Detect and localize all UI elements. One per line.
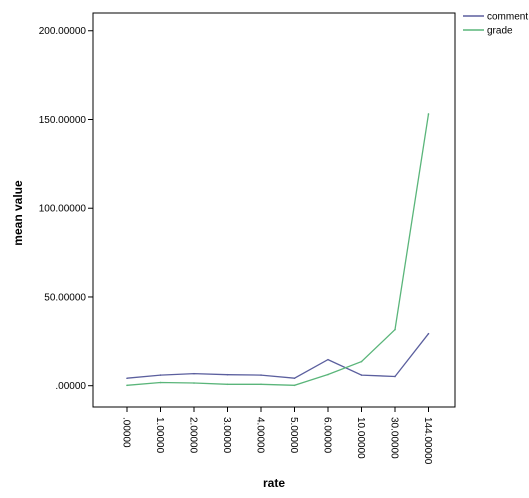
x-tick-label: 3.00000 bbox=[221, 417, 232, 454]
legend: comment grade bbox=[463, 12, 528, 37]
legend-label-comment: comment bbox=[487, 12, 528, 23]
x-tick-label: 6.00000 bbox=[322, 417, 333, 454]
data-point-grade bbox=[327, 373, 329, 376]
data-point-comment bbox=[394, 375, 396, 378]
x-tick-label: 5.00000 bbox=[288, 417, 299, 454]
x-tick-label: 144.00000 bbox=[422, 417, 433, 465]
data-point-grade bbox=[226, 383, 229, 386]
data-point-comment bbox=[360, 374, 363, 376]
plot-area bbox=[92, 12, 456, 408]
y-tick-label: .00000 bbox=[55, 381, 86, 392]
x-tick-label: 10.00000 bbox=[355, 417, 366, 459]
data-point-comment bbox=[427, 332, 430, 335]
data-point-grade bbox=[427, 113, 430, 115]
data-point-comment bbox=[193, 372, 195, 375]
x-tick-label: 30.00000 bbox=[389, 417, 400, 459]
x-axis: .00000 1.00000 2.00000 3.00000 4.00000 5.0000… bbox=[121, 407, 433, 465]
series-lines bbox=[126, 113, 430, 387]
legend-label-grade: grade bbox=[487, 26, 513, 37]
x-tick-label: 2.00000 bbox=[188, 417, 199, 454]
data-point-grade bbox=[193, 382, 195, 384]
data-point-grade bbox=[360, 360, 363, 363]
data-point-grade bbox=[394, 328, 396, 331]
data-point-comment bbox=[226, 373, 229, 376]
data-point-grade bbox=[260, 383, 262, 386]
data-point-comment bbox=[126, 377, 128, 380]
y-tick-label: 200.00000 bbox=[39, 26, 87, 37]
x-axis-title: rate bbox=[263, 476, 285, 490]
data-point-comment bbox=[293, 377, 296, 380]
data-point-comment bbox=[327, 358, 329, 361]
series-line-comment bbox=[126, 333, 430, 379]
y-tick-label: 50.00000 bbox=[44, 292, 86, 303]
y-tick-label: 100.00000 bbox=[39, 204, 87, 215]
data-point-grade bbox=[159, 381, 162, 384]
data-point-grade bbox=[126, 384, 128, 387]
x-tick-label: .00000 bbox=[121, 417, 132, 448]
series-line-grade bbox=[126, 113, 430, 386]
y-axis: .00000 50.00000 100.00000 150.00000 200.0000… bbox=[39, 26, 93, 392]
data-point-comment bbox=[260, 374, 262, 376]
x-tick-label: 1.00000 bbox=[154, 417, 165, 454]
y-tick-label: 150.00000 bbox=[39, 115, 87, 126]
x-tick-label: 4.00000 bbox=[255, 417, 266, 454]
data-point-grade bbox=[293, 384, 296, 387]
y-axis-title: mean value bbox=[11, 180, 25, 246]
data-point-comment bbox=[159, 374, 162, 376]
